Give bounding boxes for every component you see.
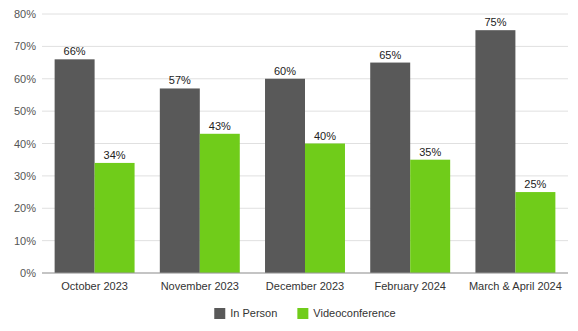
grid (42, 14, 568, 273)
y-tick-label: 40% (14, 138, 36, 150)
y-tick-label: 60% (14, 73, 36, 85)
chart-svg: 0% 10% 20% 30% 40% 50% 60% 70% 80% 66% 57% 60% 65% 75… (0, 0, 578, 331)
legend-swatch (214, 308, 225, 319)
y-tick-label: 80% (14, 8, 36, 20)
x-tick-label: November 2023 (161, 280, 239, 292)
bar (55, 59, 95, 273)
bar (265, 79, 305, 273)
bar (515, 192, 555, 273)
x-tick-label: December 2023 (266, 280, 344, 292)
legend-swatch (297, 308, 308, 319)
data-label: 66% (64, 45, 86, 57)
chart-container: 0% 10% 20% 30% 40% 50% 60% 70% 80% 66% 57% 60% 65% 75… (0, 0, 578, 331)
bar (305, 144, 345, 274)
data-label: 75% (484, 16, 506, 28)
bar (200, 134, 240, 273)
x-tick-label: March & April 2024 (469, 280, 562, 292)
x-axis-line (42, 273, 568, 274)
legend-item: In Person (214, 307, 277, 319)
y-tick-label: 0% (20, 267, 36, 279)
data-label: 57% (169, 74, 191, 86)
y-tick-label: 70% (14, 40, 36, 52)
legend-label: In Person (230, 307, 277, 319)
y-tick-label: 30% (14, 170, 36, 182)
data-label: 43% (209, 120, 231, 132)
y-tick-label: 10% (14, 235, 36, 247)
data-label: 35% (419, 146, 441, 158)
grid-line (42, 273, 568, 274)
bar (410, 160, 450, 273)
bars (55, 30, 556, 273)
data-label: 25% (524, 178, 546, 190)
grid-line (42, 14, 568, 15)
legend-label: Videoconference (313, 307, 395, 319)
legend-item: Videoconference (297, 307, 395, 319)
bar (95, 163, 135, 273)
data-label: 40% (314, 130, 336, 142)
data-label: 34% (104, 149, 126, 161)
y-tick-label: 20% (14, 202, 36, 214)
bar (475, 30, 515, 273)
x-tick-label: February 2024 (374, 280, 446, 292)
data-label: 65% (379, 49, 401, 61)
bar (160, 88, 200, 273)
legend: In Person Videoconference (214, 307, 395, 319)
bar (370, 63, 410, 273)
data-label: 60% (274, 65, 296, 77)
x-tick-label: October 2023 (61, 280, 128, 292)
y-tick-label: 50% (14, 105, 36, 117)
